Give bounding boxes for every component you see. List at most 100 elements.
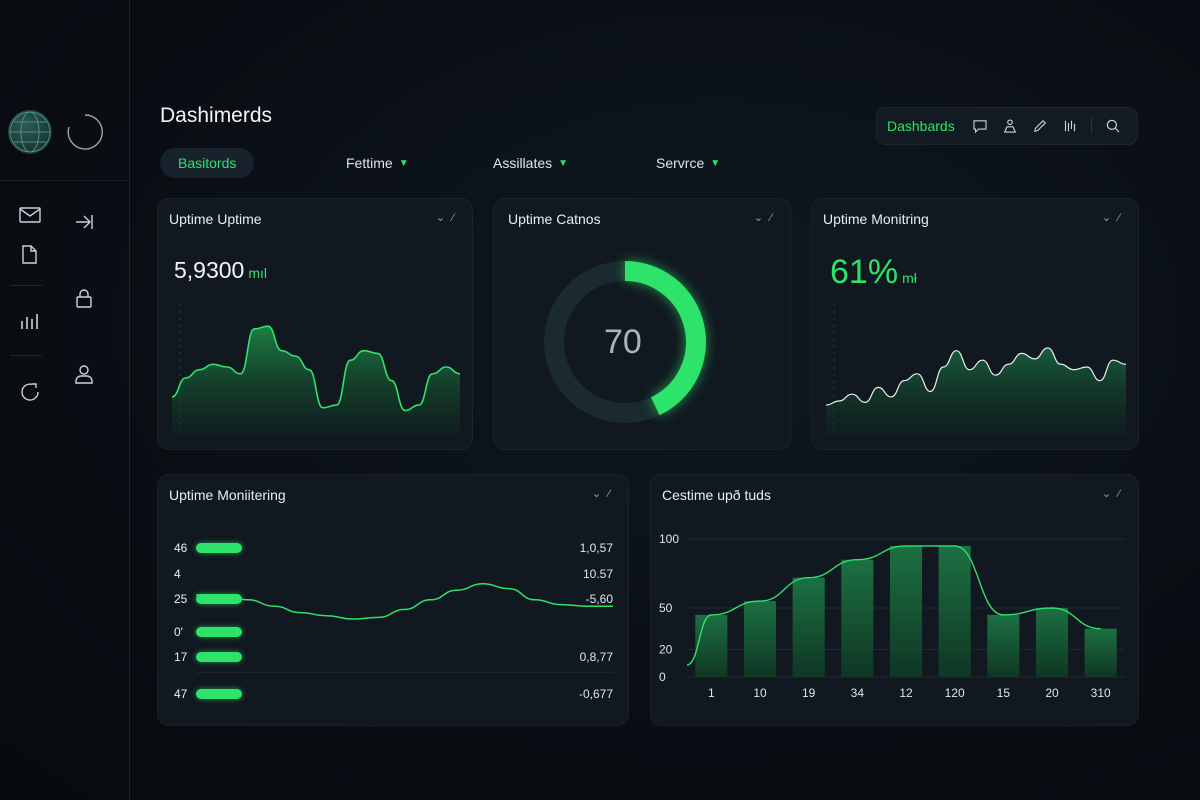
- series-line: [171, 325, 461, 412]
- uptime-card: Uptime Uptime ⌄ ⁄ 5,9300 mıl: [157, 198, 473, 450]
- toolbar-dashboards-button[interactable]: Dashbards: [887, 118, 955, 134]
- row-value: 10.57: [582, 567, 613, 581]
- upload-icon[interactable]: [1001, 117, 1019, 135]
- list-card: Uptime Moniitering ⌄ ⁄ 46 1,0,57 4 10.57 25 -…: [157, 474, 629, 726]
- x-tick-label: 15: [997, 686, 1011, 700]
- bar-card: Cestime upð tuds ⌄ ⁄ 0 20 50 100 1 10 19 34 12 12…: [650, 474, 1139, 726]
- search-icon[interactable]: [1104, 117, 1122, 135]
- sidebar: [0, 0, 130, 800]
- trend-line: [686, 545, 1101, 666]
- x-tick-label: 12: [899, 686, 913, 700]
- card-menu-icon[interactable]: ⌄ ⁄: [591, 488, 612, 500]
- card-menu-icon[interactable]: ⌄ ⁄: [1101, 212, 1122, 224]
- card-menu-icon[interactable]: ⌄ ⁄: [435, 212, 456, 224]
- card-title: Uptime Catnos: [508, 211, 601, 227]
- pen-icon[interactable]: [1031, 117, 1049, 135]
- x-tick-label: 310: [1091, 686, 1111, 700]
- status-pill: [196, 652, 242, 662]
- y-tick-label: 100: [659, 532, 679, 546]
- uptime-value: 5,9300 mıl: [174, 257, 267, 284]
- refresh-icon[interactable]: [18, 380, 42, 404]
- gauge-card: Uptime Catnos ⌄ ⁄ 70: [493, 198, 791, 450]
- tab-servrce[interactable]: Servrce ▼: [656, 148, 720, 178]
- tab-label: Servrce: [656, 155, 705, 171]
- row-label: 25: [174, 592, 188, 606]
- monitoring-card: Uptime Monitring ⌄ ⁄ 61% mł: [811, 198, 1139, 450]
- rail-separator: [10, 285, 42, 286]
- bar: [987, 614, 1020, 677]
- bar: [743, 601, 777, 677]
- card-menu-icon[interactable]: ⌄ ⁄: [1101, 488, 1122, 500]
- gauge-arc: [624, 261, 706, 416]
- mail-icon[interactable]: [18, 203, 42, 227]
- x-tick-label: 20: [1045, 686, 1059, 700]
- tab-basitords[interactable]: Basitords: [160, 148, 255, 178]
- bar: [841, 559, 874, 677]
- row-label: 47: [174, 687, 188, 701]
- row-value: 1,0,57: [579, 541, 613, 555]
- lock-icon[interactable]: [72, 287, 96, 311]
- area-fill: [172, 326, 460, 435]
- bar: [1035, 608, 1069, 677]
- row-label: 4: [174, 567, 181, 581]
- gauge-chart: [544, 261, 706, 423]
- card-title: Uptime Monitring: [823, 211, 929, 227]
- uptime-number: 5,9300: [174, 257, 245, 283]
- folder-icon[interactable]: [18, 243, 42, 267]
- row-value: 0,8,77: [579, 650, 613, 664]
- uptime-area-chart: [171, 303, 461, 435]
- tab-label: Basitords: [178, 155, 237, 171]
- series-line: [825, 347, 1127, 406]
- chevron-down-icon: ▼: [558, 157, 569, 169]
- status-pill: [196, 689, 242, 699]
- tab-label: Assillates: [493, 155, 553, 171]
- bar-chart-icon[interactable]: [18, 309, 42, 333]
- row-divider: [196, 672, 614, 673]
- bar: [938, 545, 971, 677]
- globe-icon[interactable]: [8, 110, 52, 154]
- user-icon[interactable]: [72, 362, 96, 386]
- row-value: -5,60: [585, 592, 613, 606]
- tab-label: Fettime: [346, 155, 393, 171]
- bar: [792, 577, 825, 677]
- toolbar-divider: [1090, 118, 1092, 134]
- monitoring-area-chart: [825, 303, 1127, 435]
- arrow-right-icon[interactable]: [72, 210, 96, 234]
- x-tick-label: 19: [802, 686, 816, 700]
- x-tick-label: 10: [753, 686, 767, 700]
- chevron-down-icon: ▼: [710, 157, 721, 169]
- series-line: [196, 583, 613, 620]
- card-menu-icon[interactable]: ⌄ ⁄: [753, 212, 774, 224]
- monitoring-unit: mł: [902, 270, 917, 286]
- chevron-down-icon: ▼: [398, 157, 409, 169]
- toolbar: Dashbards: [876, 107, 1138, 145]
- tab-assillates[interactable]: Assillates ▼: [493, 148, 568, 178]
- bar: [889, 545, 923, 677]
- monitoring-value: 61% mł: [830, 253, 917, 292]
- row-label: 17: [174, 650, 188, 664]
- bar: [695, 614, 728, 677]
- chat-icon[interactable]: [971, 117, 989, 135]
- uptime-unit: mıl: [248, 265, 268, 281]
- card-title: Cestime upð tuds: [662, 487, 771, 503]
- rail-divider: [0, 180, 128, 181]
- list-line-chart: [196, 583, 613, 620]
- gauge-value: 70: [604, 323, 642, 361]
- row-label: 0': [174, 625, 183, 639]
- page-title: Dashimerds: [160, 104, 273, 127]
- card-title: Uptime Moniitering: [169, 487, 286, 503]
- bar: [1084, 628, 1117, 677]
- area-fill: [826, 347, 1126, 435]
- stats-icon[interactable]: [1061, 117, 1079, 135]
- status-pill: [196, 627, 242, 637]
- row-label: 46: [174, 541, 188, 555]
- y-tick-label: 20: [659, 642, 673, 656]
- x-tick-label: 120: [945, 686, 965, 700]
- y-tick-label: 0: [659, 670, 666, 684]
- spinner-icon: [67, 114, 103, 150]
- bar-chart: 0 20 50 100 1 10 19 34 12 120 15 20 310: [659, 532, 1125, 700]
- tab-fettime[interactable]: Fettime ▼: [346, 148, 409, 178]
- card-title: Uptime Uptime: [169, 211, 262, 227]
- x-tick-label: 34: [851, 686, 865, 700]
- status-pill: [196, 594, 242, 604]
